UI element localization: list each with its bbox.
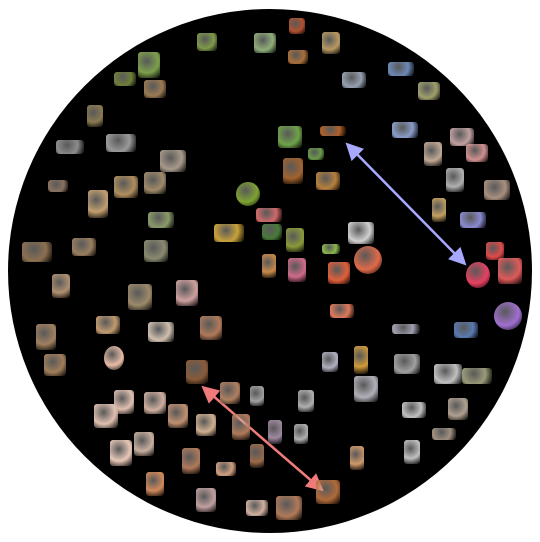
deer2-thumbnail [36,324,56,350]
bird-thumbnail [160,150,186,172]
face6-thumbnail [220,382,240,404]
frog-thumbnail [197,33,217,51]
animal-thumbnail [144,172,166,194]
camel-thumbnail [114,176,138,198]
onion-thumbnail [283,158,303,184]
face2-thumbnail [104,346,124,370]
lizard-thumbnail [114,72,136,86]
dome-thumbnail [460,212,486,228]
radish-thumbnail [308,148,324,160]
face9-thumbnail [196,414,216,436]
face13-thumbnail [182,448,200,474]
dog-thumbnail [96,316,120,334]
red-arrow [201,385,324,492]
building-thumbnail [392,122,418,138]
roundabout-sign-thumbnail [494,302,522,330]
cake-thumbnail [256,208,282,222]
face12-thumbnail [134,432,154,456]
goat-thumbnail [144,240,168,262]
bridge-thumbnail [418,82,440,100]
hand2-thumbnail [246,500,268,516]
wolf-thumbnail [56,140,84,154]
flower-thumbnail [288,258,306,282]
rhino-thumbnail [72,238,96,256]
face7-thumbnail [94,404,118,428]
owl-thumbnail [87,105,103,127]
face10-thumbnail [232,414,250,440]
radio-thumbnail [394,354,420,374]
hammer-thumbnail [432,428,456,440]
face11-thumbnail [110,440,132,466]
carrots-thumbnail [320,126,346,136]
pen-thumbnail [392,324,420,334]
tower-thumbnail [424,142,442,166]
deer-thumbnail [148,212,174,228]
tomato-thumbnail [354,246,382,274]
crate-thumbnail [288,50,308,64]
kiwi-thumbnail [236,182,260,206]
rat-thumbnail [48,180,68,192]
key-thumbnail [432,198,446,222]
figure2-thumbnail [294,424,308,444]
peach-thumbnail [328,262,350,284]
bag-thumbnail [454,322,478,338]
pistol-thumbnail [402,402,426,418]
face4-thumbnail [114,390,134,414]
fruit2-thumbnail [330,304,354,318]
leaf-thumbnail [289,18,305,34]
face1-thumbnail [200,316,222,340]
statue-thumbnail [446,168,464,192]
pinecone-thumbnail [322,32,340,54]
city-thumbnail [388,62,414,76]
bottle3-thumbnail [250,386,264,406]
pear-thumbnail [286,228,304,252]
umbrella-thumbnail [434,364,462,384]
tree-thumbnail [254,33,276,53]
cabbage-thumbnail [278,126,302,148]
kangaroo-thumbnail [88,190,108,218]
bottle2-thumbnail [354,346,368,374]
arrow-sign-thumbnail [498,258,522,284]
blue-arrow [345,142,467,266]
face3-thumbnail [186,360,208,384]
face5-thumbnail [144,392,166,414]
phone-thumbnail [404,440,420,464]
hand-thumbnail [350,446,364,470]
horse2-thumbnail [44,354,66,376]
bottle-thumbnail [262,254,276,278]
figure-thumbnail [268,420,282,444]
hand3-thumbnail [316,480,340,504]
bust-thumbnail [128,284,152,310]
lamp-thumbnail [322,352,338,372]
face15-thumbnail [250,444,264,468]
church-thumbnail [466,144,488,162]
house2-thumbnail [450,128,474,146]
banana-thumbnail [214,224,244,242]
potato-thumbnail [316,172,340,190]
cat-thumbnail [148,322,174,342]
pliers-thumbnail [448,398,468,420]
snake-thumbnail [138,52,160,78]
house-thumbnail [342,72,366,88]
shoe-thumbnail [462,368,492,384]
face14-thumbnail [216,462,236,476]
no-entry-sign-thumbnail [466,262,490,288]
face8-thumbnail [168,404,188,428]
camera-thumbnail [354,376,378,402]
face16-thumbnail [196,488,216,512]
face17-thumbnail [276,496,302,520]
portrait-thumbnail [176,280,198,306]
zebra-thumbnail [106,134,136,152]
bear2-thumbnail [146,472,164,496]
light-thumbnail [486,242,504,260]
horse-thumbnail [52,274,70,298]
snake2-thumbnail [144,80,166,98]
doll-thumbnail [298,390,314,412]
garlic-thumbnail [348,222,374,244]
bear-thumbnail [22,242,52,262]
arch-thumbnail [484,180,510,200]
zucchini-thumbnail [322,244,340,254]
plant-thumbnail [262,224,282,240]
